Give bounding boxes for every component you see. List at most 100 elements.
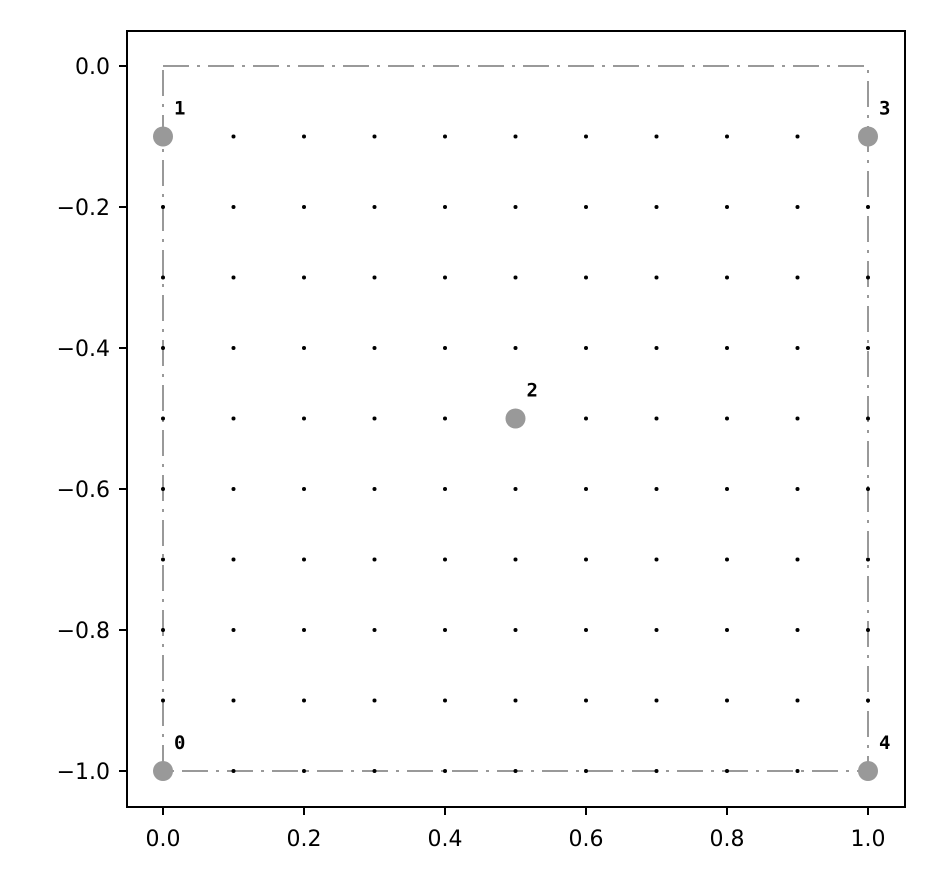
grid-point [372, 416, 377, 421]
grid-point [302, 205, 306, 209]
grid-point [161, 557, 165, 562]
grid-point [231, 134, 236, 139]
grid-point [795, 205, 800, 209]
grid-point [725, 134, 729, 139]
grid-point [725, 628, 729, 632]
grid-point [302, 628, 306, 632]
grid-point [161, 487, 165, 491]
x-tick-label: 0.6 [569, 827, 604, 852]
grid-point [302, 134, 306, 139]
labeled-point-1 [153, 126, 173, 147]
grid-point [372, 275, 377, 280]
y-axis: 0.0 −0.2 −0.4 −0.6 −0.8 −1.0 [57, 55, 127, 785]
grid-point [161, 628, 165, 632]
point-label: 4 [879, 732, 890, 754]
grid-point [654, 698, 659, 703]
grid-point [584, 628, 588, 632]
grid-point [372, 205, 377, 209]
y-tick-label: −0.6 [57, 478, 110, 503]
y-tick-label: −1.0 [57, 760, 110, 785]
grid-point [443, 628, 447, 632]
grid-point [231, 557, 236, 562]
y-tick-label: −0.2 [57, 196, 110, 221]
grid-point [443, 769, 447, 773]
grid-point [161, 275, 165, 280]
grid-point [372, 487, 377, 491]
grid-point [725, 698, 729, 703]
grid-point [231, 275, 236, 280]
point-label: 3 [879, 98, 890, 120]
grid-point [584, 134, 588, 139]
x-tick-label: 0.4 [428, 827, 463, 852]
grid-point [584, 769, 588, 773]
grid-point [725, 275, 729, 280]
grid-point [584, 205, 588, 209]
grid-point [443, 557, 447, 562]
grid-point [584, 487, 588, 491]
labeled-point-4 [858, 761, 878, 781]
grid-point [795, 275, 800, 280]
x-tick-label: 0.2 [287, 827, 322, 852]
grid-point [161, 416, 165, 421]
grid-point [584, 416, 588, 421]
grid-point [513, 275, 518, 280]
grid-point [372, 769, 377, 773]
grid-point [513, 346, 518, 350]
grid-point [372, 628, 377, 632]
grid-point [866, 628, 870, 632]
grid-point [231, 698, 236, 703]
y-tick-label: −0.4 [57, 337, 110, 362]
grid-point [584, 557, 588, 562]
grid-point [866, 205, 870, 209]
grid-point [231, 769, 236, 773]
grid-point [795, 487, 800, 491]
grid-point [795, 557, 800, 562]
plot-frame [126, 30, 906, 808]
grid-point [513, 769, 518, 773]
grid-point [795, 134, 800, 139]
grid-point [654, 205, 659, 209]
grid-point [443, 205, 447, 209]
grid-point [584, 346, 588, 350]
grid-point [302, 346, 306, 350]
grid-point [795, 698, 800, 703]
grid-point [161, 698, 165, 703]
grid-point [372, 698, 377, 703]
labeled-points-layer: 0 1 2 3 4 [153, 98, 890, 781]
labeled-point-3 [858, 126, 878, 147]
grid-point [161, 205, 165, 209]
y-tick-label: 0.0 [75, 55, 110, 80]
grid-point [513, 205, 518, 209]
grid-point [584, 275, 588, 280]
grid-point [654, 769, 659, 773]
grid-point [443, 487, 447, 491]
grid-point [302, 769, 306, 773]
grid-point [654, 275, 659, 280]
grid-point [443, 275, 447, 280]
grid-point [795, 416, 800, 421]
grid-point [513, 134, 518, 139]
grid-point [584, 698, 588, 703]
x-tick-label: 0.8 [710, 827, 745, 852]
grid-point [654, 628, 659, 632]
y-tick-label: −0.8 [57, 619, 110, 644]
grid-point [372, 557, 377, 562]
grid-point [866, 275, 870, 280]
grid-point [654, 416, 659, 421]
grid-point [302, 275, 306, 280]
grid-point [443, 346, 447, 350]
grid-point [302, 557, 306, 562]
grid-point [654, 557, 659, 562]
grid-point [866, 416, 870, 421]
grid-point [443, 134, 447, 139]
grid-point [513, 557, 518, 562]
grid-point [725, 769, 729, 773]
grid-point [231, 346, 236, 350]
grid-point [231, 487, 236, 491]
labeled-point-2 [505, 408, 526, 429]
point-label: 2 [527, 380, 538, 402]
grid-point [725, 557, 729, 562]
grid-point [795, 346, 800, 350]
x-axis: 0.0 0.2 0.4 0.6 0.8 1.0 [146, 807, 886, 852]
